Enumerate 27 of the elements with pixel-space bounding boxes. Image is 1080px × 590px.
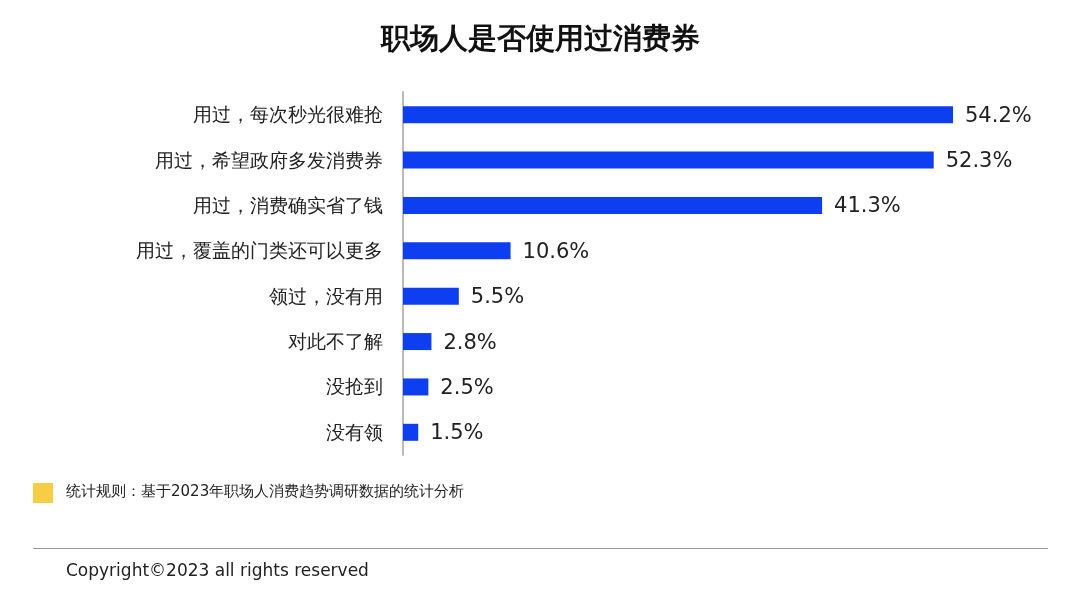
bar (403, 333, 432, 351)
text: Copyright©2023 all rights reserved (66, 560, 369, 580)
data-label: 54.2% (965, 102, 1032, 127)
y-tick-label: 没有领 (326, 421, 383, 443)
bar (403, 196, 823, 214)
y-tick-label: 用过，消费确实省了钱 (193, 194, 383, 216)
bar (403, 423, 419, 441)
data-label: 41.3% (834, 193, 901, 218)
bar (403, 151, 934, 169)
data-label: 52.3% (945, 148, 1013, 173)
data-label: 10.6% (522, 238, 590, 263)
y-tick-label: 用过，每次秒光很难抢 (193, 104, 383, 126)
bar (403, 106, 953, 124)
y-tick-label: 用过，希望政府多发消费券 (155, 149, 383, 171)
y-tick-label: 领过，没有用 (269, 285, 383, 307)
data-label: 5.5% (470, 284, 525, 309)
text: 统计规则：基于2023年职场人消费趋势调研数据的统计分析 (66, 482, 465, 501)
data-label: 2.8% (443, 329, 497, 354)
y-tick-label: 没抢到 (326, 376, 383, 398)
bar (403, 242, 511, 260)
bar (403, 378, 429, 396)
y-tick-label: 对此不了解 (288, 331, 383, 353)
chart-title: 职场人是否使用过消费券 (379, 21, 700, 54)
data-label: 2.5% (440, 374, 494, 399)
y-tick-label: 用过，覆盖的门类还可以更多 (136, 240, 383, 262)
bar (403, 287, 459, 305)
data-label: 1.5% (430, 420, 484, 445)
